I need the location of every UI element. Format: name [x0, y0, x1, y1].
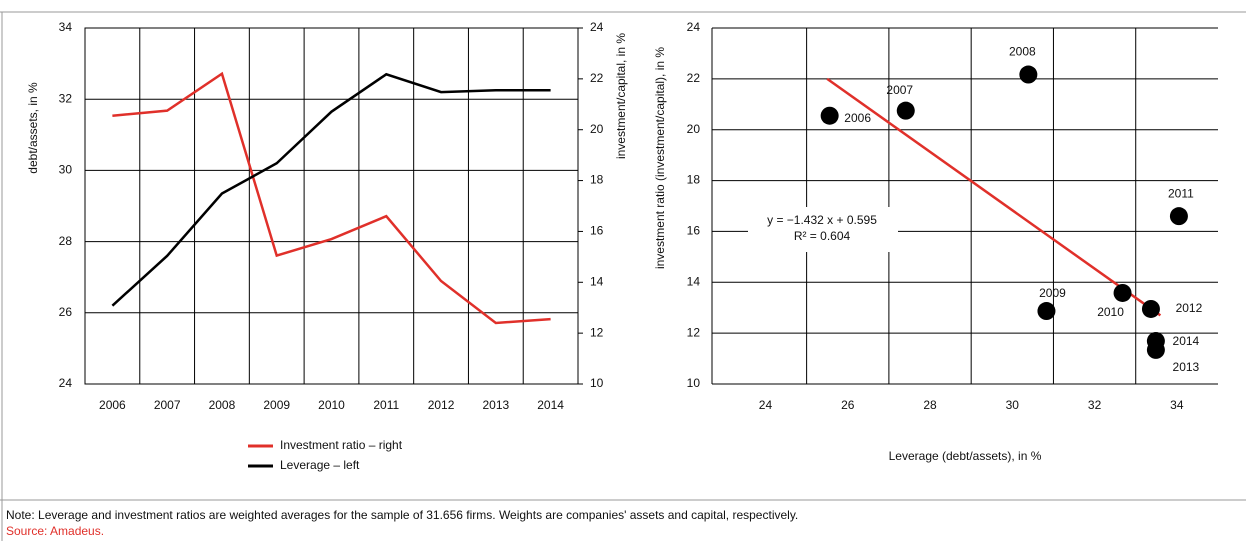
y2-tick-label: 12 — [590, 325, 604, 339]
annotation-box — [748, 207, 898, 252]
y2-tick-label: 22 — [590, 71, 604, 85]
point-label: 2013 — [1173, 360, 1200, 374]
point — [1019, 65, 1038, 84]
note: Note: Leverage and investment ratios are… — [6, 508, 798, 522]
y-tick-label: 24 — [59, 376, 73, 390]
trend-line — [826, 77, 1162, 317]
y-tick-label: 16 — [687, 224, 701, 238]
y-tick-label: 26 — [59, 305, 73, 319]
point — [896, 101, 915, 120]
y-axis-title: investment ratio (investment/capital), i… — [653, 47, 667, 269]
x-tick-label: 30 — [1006, 398, 1020, 412]
series-line — [112, 71, 551, 325]
y-tick-label: 20 — [687, 122, 701, 136]
point — [1141, 299, 1160, 318]
y-tick-label: 32 — [59, 91, 73, 105]
point — [1037, 302, 1056, 321]
x-tick-label: 2014 — [537, 398, 564, 412]
y-axis-title: debt/assets, in % — [26, 82, 40, 174]
point-label: 2012 — [1176, 301, 1203, 315]
point-label: 2006 — [844, 111, 871, 125]
point-label: 2014 — [1173, 334, 1200, 348]
y-tick-label: 28 — [59, 234, 73, 248]
x-tick-label: 2009 — [263, 398, 290, 412]
y2-tick-label: 20 — [590, 122, 604, 136]
y-tick-label: 12 — [687, 325, 701, 339]
y-tick-label: 14 — [687, 274, 701, 288]
annotation: R² = 0.604 — [794, 229, 851, 243]
x-tick-label: 2012 — [428, 398, 455, 412]
x-tick-label: 2011 — [373, 398, 399, 412]
y2-axis-title: investment/capital, in % — [614, 33, 628, 159]
y-tick-label: 10 — [687, 376, 701, 390]
y2-tick-label: 14 — [590, 274, 604, 288]
x-tick-label: 32 — [1088, 398, 1102, 412]
legend-label: Investment ratio – right — [280, 438, 403, 452]
y2-tick-label: 18 — [590, 173, 604, 187]
x-tick-label: 24 — [759, 398, 773, 412]
x-tick-label: 34 — [1170, 398, 1184, 412]
point-label: 2009 — [1039, 286, 1066, 300]
x-tick-label: 2013 — [482, 398, 509, 412]
y-tick-label: 34 — [59, 20, 73, 34]
plot-frame — [84, 27, 579, 385]
annotation: y = −1.432 x + 0.595 — [767, 213, 877, 227]
x-axis-title: Leverage (debt/assets), in % — [889, 449, 1042, 463]
point — [1113, 283, 1132, 302]
y-tick-label: 18 — [687, 173, 701, 187]
point — [1169, 207, 1188, 226]
source: Source: Amadeus. — [6, 524, 104, 538]
x-tick-label: 26 — [841, 398, 855, 412]
point-label: 2011 — [1168, 186, 1194, 200]
y2-tick-label: 24 — [590, 20, 604, 34]
point — [1146, 332, 1165, 351]
x-tick-label: 28 — [923, 398, 937, 412]
x-tick-label: 2008 — [209, 398, 236, 412]
x-tick-label: 2006 — [99, 398, 126, 412]
point — [820, 106, 839, 125]
y2-tick-label: 10 — [590, 376, 604, 390]
y-tick-label: 24 — [687, 20, 701, 34]
y-tick-label: 22 — [687, 71, 701, 85]
point-label: 2007 — [886, 83, 913, 97]
x-tick-label: 2010 — [318, 398, 345, 412]
y2-tick-label: 16 — [590, 224, 604, 238]
legend-label: Leverage – left — [280, 458, 360, 472]
series-line — [111, 72, 551, 307]
x-tick-label: 2007 — [154, 398, 181, 412]
point-label: 2008 — [1009, 45, 1036, 59]
y-tick-label: 30 — [59, 163, 73, 177]
point-label: 2010 — [1097, 305, 1124, 319]
